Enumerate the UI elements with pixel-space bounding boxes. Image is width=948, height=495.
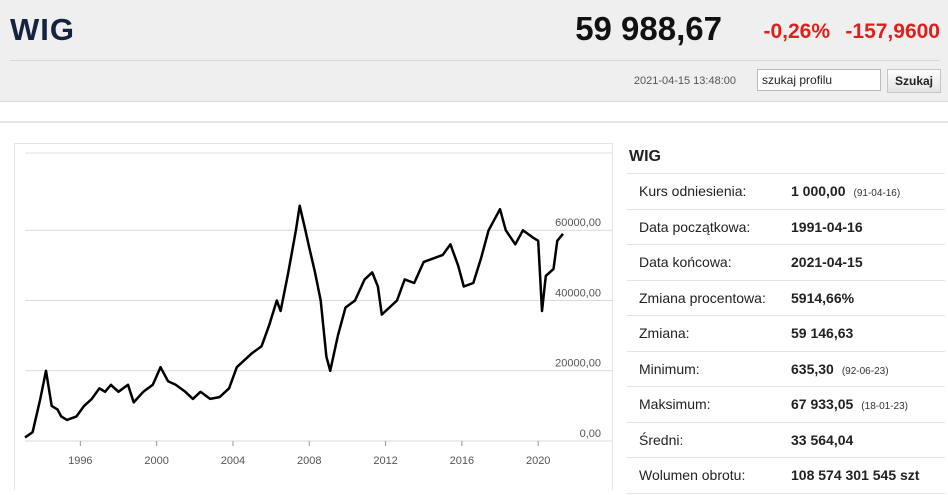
x-tick-label: 2008 — [297, 455, 321, 467]
stat-value: 33 564,04 — [791, 432, 853, 448]
stats-row: Maksimum: 67 933,05 (18-01-23) — [627, 387, 945, 423]
index-title: WIG — [10, 12, 75, 47]
stat-value-text: 2021-04-15 — [791, 254, 863, 270]
stat-value: 59 146,63 — [791, 325, 853, 341]
y-tick-label: 0,00 — [580, 428, 601, 440]
stats-row: Zmiana: 59 146,63 — [627, 316, 945, 352]
stats-row: Kurs odniesienia: 1 000,00 (91-04-16) — [627, 174, 945, 210]
stat-label: Data początkowa: — [639, 218, 751, 235]
panel-title: WIG — [629, 148, 661, 165]
stat-value-text: 1991-04-16 — [791, 218, 863, 235]
stats-row: Wolumen obrotu: 108 574 301 545 szt — [627, 458, 945, 494]
stat-value-text: 635,30 — [791, 360, 834, 377]
x-tick-label: 2012 — [373, 455, 397, 467]
search-button[interactable]: Szukaj — [887, 69, 941, 93]
price: 59 988,67 — [575, 10, 722, 47]
search-input[interactable]: szukaj profilu — [757, 69, 881, 91]
x-tick-label: 2004 — [221, 455, 245, 467]
stat-value: 108 574 301 545 szt — [791, 467, 919, 483]
stats-row: Średni: 33 564,04 — [627, 423, 945, 458]
stats-row: Data końcowa: 2021-04-15 — [627, 245, 945, 281]
stat-value: 67 933,05 (18-01-23) — [791, 396, 908, 412]
stat-value: 2021-04-15 — [791, 254, 863, 270]
stat-note: (18-01-23) — [861, 401, 908, 412]
change-absolute: -157,9600 — [845, 20, 940, 43]
change-percent: -0,26% — [763, 20, 830, 43]
chart: 0,00 20000,00 40000,00 60000,00 1996 2000 2004… — [24, 152, 612, 467]
stat-label: Wolumen obrotu: — [639, 467, 746, 483]
separator — [0, 121, 948, 123]
stat-label: Średni: — [639, 431, 684, 448]
stat-value-text: 5914,66% — [791, 289, 855, 306]
x-tick-label: 1996 — [68, 455, 92, 467]
stat-label: Kurs odniesienia: — [639, 183, 747, 199]
stat-value: 1991-04-16 — [791, 219, 863, 235]
stat-value-text: 67 933,05 — [791, 396, 854, 412]
stat-note: (92-06-23) — [841, 365, 889, 377]
x-tick-label: 2020 — [526, 455, 550, 467]
stat-label: Data końcowa: — [639, 254, 732, 270]
y-tick-label: 40000,00 — [555, 287, 601, 299]
stat-label: Maksimum: — [639, 396, 711, 412]
price-line — [24, 204, 564, 439]
header: WIG 59 988,67 -0,26% -157,9600 2021-04-1… — [0, 0, 948, 102]
stat-value: 1 000,00 (91-04-16) — [791, 183, 900, 199]
stat-value-text: 59 146,63 — [791, 325, 854, 341]
stat-label: Zmiana: — [639, 325, 690, 341]
stat-value-text: 1 000,00 — [791, 183, 846, 199]
timestamp: 2021-04-15 13:48:00 — [633, 75, 736, 87]
chart-frame: 0,00 20000,00 40000,00 60000,00 1996 2000 2004… — [14, 143, 613, 490]
stat-value: 5914,66% — [791, 290, 854, 306]
stat-label: Minimum: — [639, 360, 700, 377]
stats-row: Minimum: 635,30 (92-06-23) — [627, 352, 945, 387]
stats-row: Data początkowa: 1991-04-16 — [627, 210, 945, 245]
x-tick-label: 2016 — [450, 455, 474, 467]
x-tick-label: 2000 — [144, 455, 168, 467]
stat-value-text: 108 574 301 545 szt — [791, 467, 920, 483]
y-tick-label: 20000,00 — [555, 358, 601, 370]
y-tick-label: 60000,00 — [555, 217, 601, 229]
stat-note: (91-04-16) — [853, 188, 901, 199]
stat-value-text: 33 564,04 — [791, 431, 854, 448]
stats-row: Zmiana procentowa: 5914,66% — [627, 281, 945, 316]
divider — [10, 60, 940, 61]
stat-value: 635,30 (92-06-23) — [791, 361, 889, 377]
stats-table: Kurs odniesienia: 1 000,00 (91-04-16) Data … — [627, 173, 945, 494]
stat-label: Zmiana procentowa: — [639, 289, 766, 306]
